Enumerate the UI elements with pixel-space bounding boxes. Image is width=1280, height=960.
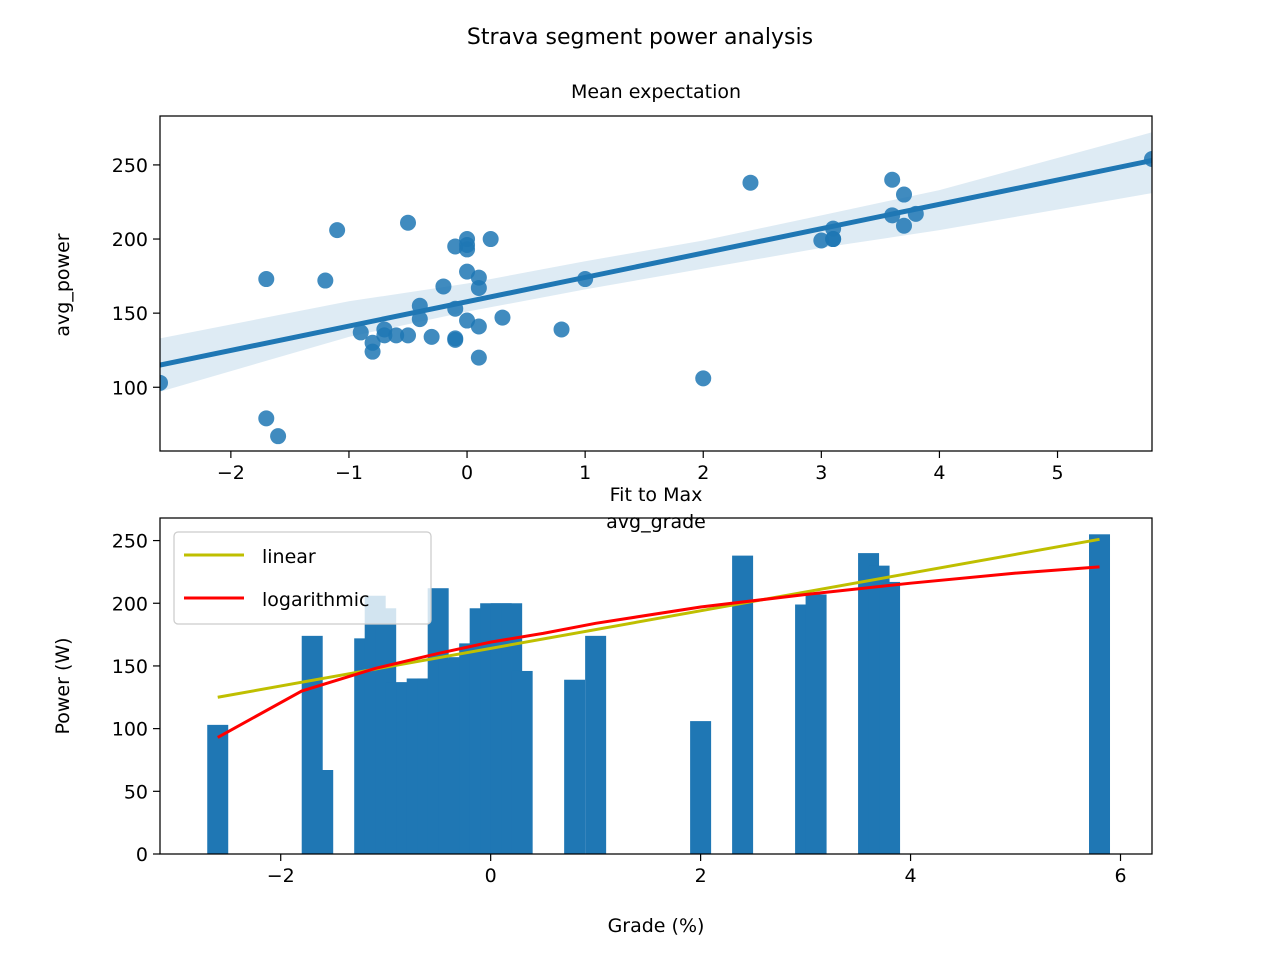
scatter-point [364,343,381,360]
scatter-x-tick-label: 0 [461,462,473,484]
scatter-point [896,217,912,234]
power-bar [564,679,586,854]
bar-y-tick-label: 250 [112,531,148,553]
scatter-point [376,327,393,344]
scatter-x-axis-label: avg_grade [606,511,706,533]
scatter-point [742,174,759,191]
power-bar [585,635,607,854]
scatter-point [160,374,168,391]
scatter-point [400,214,416,231]
scatter-point [423,328,440,345]
scatter-plot-area [160,132,1152,445]
scatter-point [258,271,275,288]
scatter-point [553,321,570,338]
scatter-point [459,263,476,280]
scatter-x-tick-label: 3 [815,462,827,484]
bar-y-tick-label: 200 [112,593,148,615]
bar-y-tick-label: 50 [124,781,148,803]
scatter-point [258,410,275,427]
scatter-y-axis-label: avg_power [52,233,74,336]
scatter-plot-frame [159,115,1153,452]
scatter-y-tick-label: 250 [112,155,148,177]
scatter-plot-title: Mean expectation [571,81,741,103]
scatter-x-tick-label: 2 [697,462,709,484]
power-bar [879,581,901,854]
scatter-point [317,272,334,289]
scatter-point [884,171,901,188]
bar-chart-fit-to-max: −2 0 2 4 6 0 50 100 150 200 250 Fit to Max Grade (… [52,484,1153,937]
power-bar [207,724,229,854]
fit-line-logarithmic [217,565,1100,739]
scatter-point [482,231,499,248]
scatter-point [494,309,511,326]
scatter-point [388,327,405,344]
scatter-point [435,278,452,295]
legend: linear logarithmic [173,531,432,625]
scatter-x-tick-label: 1 [579,462,591,484]
power-bar [1089,534,1111,854]
scatter-point [459,241,476,258]
scatter-point [470,318,487,335]
scatter-x-tick-label: 5 [1051,462,1063,484]
bar-y-tick-label: 100 [112,719,148,741]
scatter-plot-mean-expectation: Mean expectation avg_grade avg_power −2−… [52,81,1153,533]
regression-line [160,158,1152,368]
scatter-point [411,311,428,328]
scatter-point [813,232,830,249]
scatter-x-tick-label: −2 [217,462,245,484]
scatter-point [896,186,912,203]
scatter-point [459,312,476,329]
power-bar [732,555,754,854]
power-bar [511,670,533,854]
bar-y-tick-label: 0 [136,844,148,866]
scatter-y-tick-label: 100 [112,377,148,399]
bar-x-tick-label: 4 [905,865,917,887]
power-bar [805,594,827,854]
bar-y-axis-label: Power (W) [52,637,74,734]
legend-label-logarithmic: logarithmic [262,589,369,611]
scatter-point [270,428,287,445]
scatter-y-tick-label: 200 [112,229,148,251]
bar-x-axis-label: Grade (%) [608,915,705,937]
scatter-point [470,349,487,366]
bar-chart-frame [159,517,1153,855]
bar-chart-marks: −2 0 2 4 6 0 50 100 150 200 250 [112,531,1127,887]
scatter-point [470,279,487,296]
legend-label-linear: linear [262,546,316,568]
bar-chart-title: Fit to Max [610,484,703,506]
scatter-x-tick-label: −1 [335,462,363,484]
scatter-point [352,324,369,341]
scatter-point [400,327,416,344]
bar-x-tick-label: −2 [267,865,295,887]
scatter-plot-marks: −2 −1 0 1 2 3 4 5 100 150 200 250 [112,132,1152,484]
bar-x-tick-label: 6 [1114,865,1126,887]
bar-chart-area [207,534,1111,854]
scatter-point [447,331,464,348]
scatter-point [329,222,346,239]
bar-x-tick-label: 2 [695,865,707,887]
scatter-x-tick-label: 4 [933,462,945,484]
power-bar [690,721,712,854]
scatter-point [825,231,842,248]
figure-suptitle: Strava segment power analysis [467,25,813,50]
scatter-y-tick-label: 150 [112,303,148,325]
bar-x-tick-label: 0 [485,865,497,887]
bar-y-tick-label: 150 [112,656,148,678]
scatter-point [695,370,712,387]
power-bar [312,770,334,854]
